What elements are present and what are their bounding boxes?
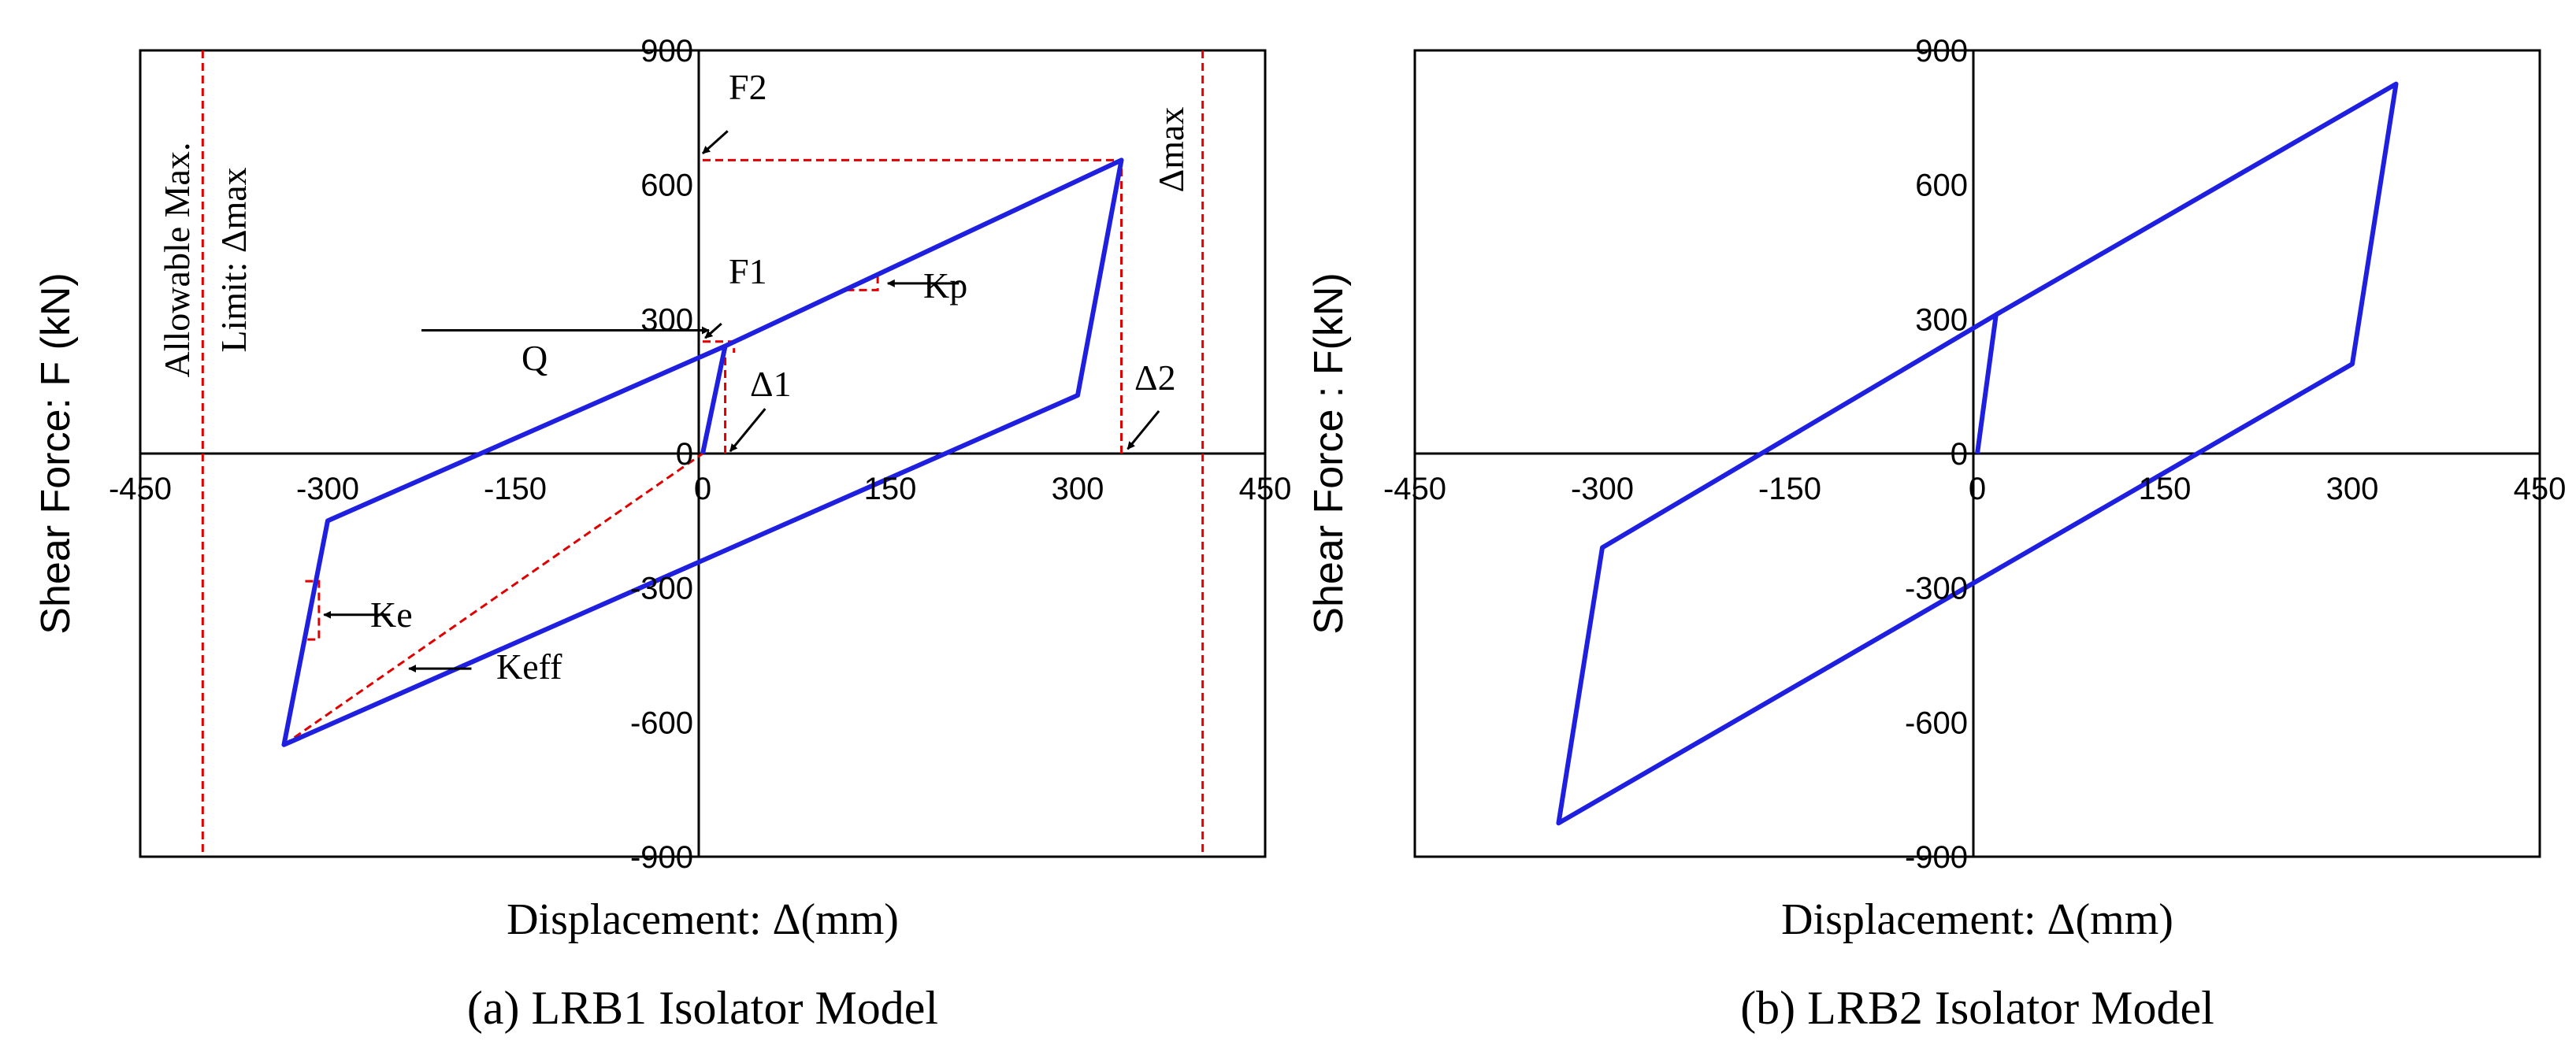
x-tick-label: 450 bbox=[1239, 472, 1292, 506]
arrow-delta2 bbox=[1127, 410, 1160, 450]
annotation-delta1: Δ1 bbox=[750, 364, 792, 404]
x-tick-label: 0 bbox=[1969, 472, 1986, 506]
hysteresis-loop-line bbox=[281, 157, 1124, 747]
y-tick-label: 300 bbox=[640, 302, 693, 337]
arrow-f2 bbox=[701, 130, 729, 154]
annotation-q: Q bbox=[522, 338, 547, 378]
x-tick-label: 300 bbox=[1052, 472, 1104, 506]
ke-slope-triangle bbox=[305, 580, 321, 641]
chart-panel-b: -450 -300 -150 0 150 300 450 -900 -600 -300 0 300 6… bbox=[1306, 34, 2566, 1034]
annotation-arrows bbox=[323, 130, 1160, 673]
series-layer bbox=[1556, 81, 2399, 826]
y-tick-labels: -900 -600 -300 0 300 600 900 bbox=[1905, 34, 1968, 875]
y-tick-label: -600 bbox=[630, 706, 693, 740]
x-tick-labels: -450 -300 -150 0 150 300 450 bbox=[109, 472, 1291, 506]
annotation-f2: F2 bbox=[729, 67, 767, 107]
y-tick-label: -300 bbox=[1905, 572, 1968, 606]
y-axis-label: Shear Force : F(kN) bbox=[1306, 272, 1352, 634]
annotation-f1: F1 bbox=[729, 251, 767, 291]
y-tick-label: -300 bbox=[630, 572, 693, 606]
x-tick-label: 150 bbox=[864, 472, 917, 506]
annotation-keff: Keff bbox=[496, 646, 562, 687]
y-tick-label: 600 bbox=[1915, 169, 1968, 203]
x-tick-label: -300 bbox=[1571, 472, 1634, 506]
y-tick-label: 900 bbox=[640, 34, 693, 69]
annotation-ke: Ke bbox=[370, 594, 413, 635]
annotation-kp: Kp bbox=[923, 265, 967, 306]
y-tick-label: -900 bbox=[1905, 840, 1968, 875]
y-tick-label: 0 bbox=[1951, 437, 1968, 472]
x-tick-label: -300 bbox=[296, 472, 359, 506]
x-tick-label: -150 bbox=[1758, 472, 1821, 506]
chart-panel-a: -450 -300 -150 0 150 300 450 -900 -600 -300 0 300 6… bbox=[33, 34, 1291, 1034]
annotation-limit-dmax: Limit: Δmax bbox=[213, 167, 254, 352]
kp-slope-triangle bbox=[846, 276, 879, 291]
y-tick-label: 0 bbox=[676, 437, 693, 472]
x-tick-labels: -450 -300 -150 0 150 300 450 bbox=[1383, 472, 2566, 506]
y-axis-label: Shear Force: F (kN) bbox=[33, 272, 79, 634]
annotation-delta2: Δ2 bbox=[1134, 357, 1176, 398]
y-tick-label: 900 bbox=[1915, 34, 1968, 69]
guide-lines bbox=[201, 50, 1204, 857]
arrow-delta1 bbox=[729, 408, 766, 453]
figure-caption-a: (a) LRB1 Isolator Model bbox=[467, 982, 938, 1034]
x-tick-label: -450 bbox=[1383, 472, 1446, 506]
keff-line bbox=[283, 452, 703, 746]
x-tick-label: -450 bbox=[109, 472, 172, 506]
annotation-allowable-max: Allowable Max. bbox=[157, 143, 197, 378]
figure-caption-b: (b) LRB2 Isolator Model bbox=[1740, 982, 2214, 1034]
x-axis-label: Displacement: Δ(mm) bbox=[1781, 895, 2173, 944]
x-tick-label: 300 bbox=[2326, 472, 2379, 506]
annotation-dmax: Δmax bbox=[1151, 107, 1191, 193]
x-tick-label: 0 bbox=[694, 472, 711, 506]
y-tick-label: -600 bbox=[1905, 706, 1968, 740]
x-tick-label: 150 bbox=[2139, 472, 2192, 506]
x-tick-label: -150 bbox=[484, 472, 547, 506]
hysteresis-loop-line bbox=[1556, 81, 2399, 826]
x-axis-label: Displacement: Δ(mm) bbox=[507, 895, 899, 944]
series-layer bbox=[281, 157, 1124, 747]
arrow-f1 bbox=[704, 322, 722, 339]
y-tick-label: 600 bbox=[640, 169, 693, 203]
y-tick-label: -900 bbox=[630, 840, 693, 875]
y-tick-label: 300 bbox=[1915, 302, 1968, 337]
x-tick-label: 450 bbox=[2514, 472, 2567, 506]
